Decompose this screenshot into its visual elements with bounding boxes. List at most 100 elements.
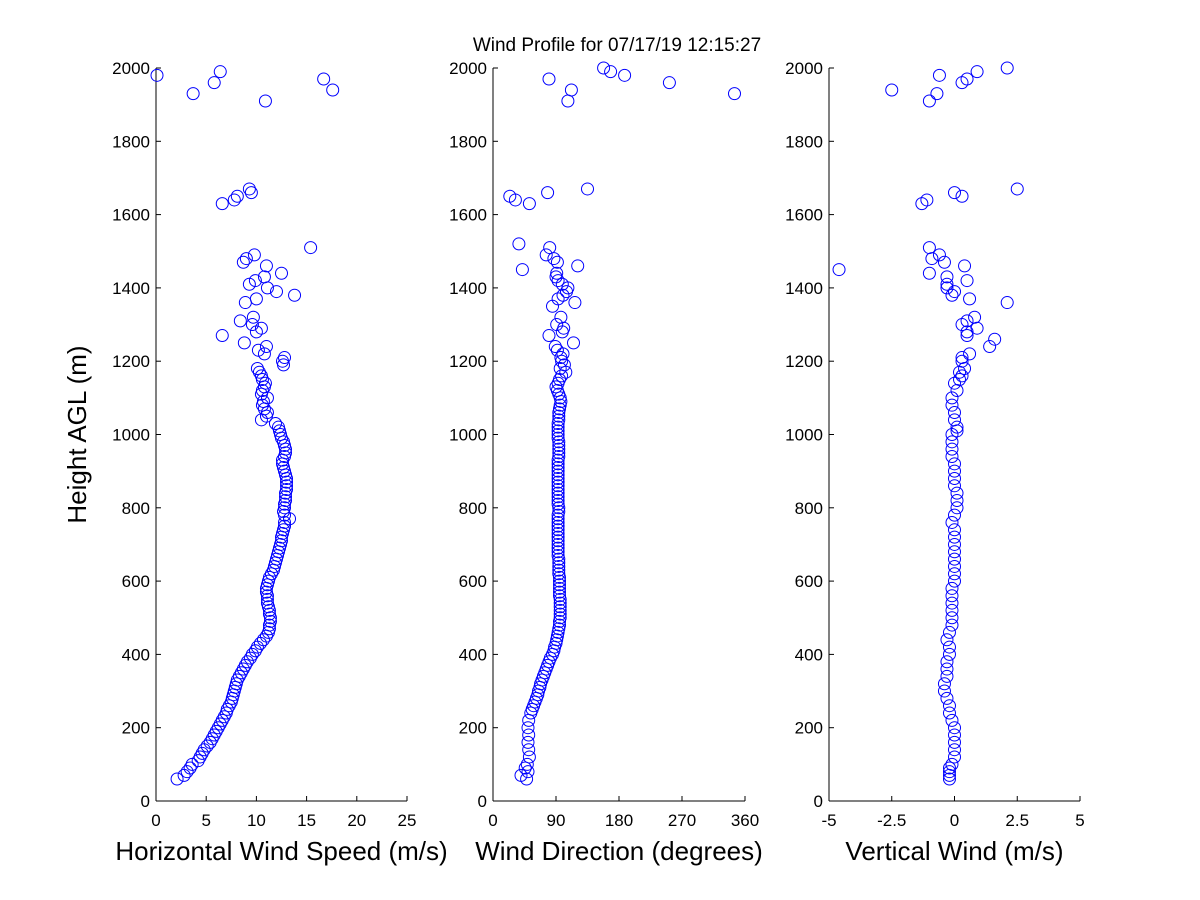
data-point	[551, 526, 565, 540]
data-point	[1010, 182, 1024, 196]
data-point	[213, 65, 227, 79]
data-point	[551, 530, 565, 544]
data-point	[280, 479, 294, 493]
data-point	[186, 87, 200, 101]
data-point	[263, 614, 277, 628]
data-point	[245, 647, 259, 661]
data-point	[279, 493, 293, 507]
data-point	[197, 743, 211, 757]
data-point	[551, 468, 565, 482]
data-point	[945, 515, 959, 529]
data-point	[552, 567, 566, 581]
data-point	[553, 607, 567, 621]
figure-title: Wind Profile for 07/17/19 12:15:27	[473, 35, 761, 56]
x-tick-label: 5	[201, 811, 210, 830]
data-point	[551, 548, 565, 562]
data-point	[945, 603, 959, 617]
data-point	[262, 622, 276, 636]
y-tick-label: 1200	[785, 352, 823, 371]
data-point	[521, 721, 535, 735]
data-point	[243, 651, 257, 665]
data-point	[250, 362, 264, 376]
x-tick-label: 0	[151, 811, 160, 830]
data-point	[215, 713, 229, 727]
data-points	[503, 61, 741, 786]
data-point	[940, 691, 954, 705]
data-point	[960, 329, 974, 343]
data-point	[948, 743, 961, 757]
data-point	[548, 340, 562, 354]
data-point	[209, 724, 223, 738]
data-point	[522, 197, 536, 211]
data-point	[988, 332, 1002, 346]
data-point	[259, 585, 273, 599]
y-tick-label: 1600	[785, 206, 823, 225]
data-point	[552, 449, 566, 463]
data-point	[258, 376, 272, 390]
x-axis-label: Horizontal Wind Speed (m/s)	[115, 836, 447, 866]
x-tick-label: 5	[1075, 811, 1084, 830]
data-point	[953, 373, 967, 387]
data-point	[191, 754, 205, 768]
data-point	[960, 274, 974, 288]
data-point	[963, 292, 977, 306]
data-point	[547, 252, 561, 266]
data-point	[317, 72, 331, 86]
data-point	[259, 340, 273, 354]
data-point	[551, 475, 565, 489]
x-axis-label: Vertical Wind (m/s)	[845, 836, 1063, 866]
data-point	[278, 501, 292, 515]
data-point	[236, 255, 250, 269]
data-point	[948, 537, 961, 551]
y-tick-label: 1400	[449, 279, 487, 298]
data-point	[551, 274, 565, 288]
data-point	[288, 288, 302, 302]
data-point	[945, 391, 959, 405]
data-point	[945, 611, 959, 625]
data-point	[177, 768, 191, 782]
data-point	[275, 266, 288, 280]
data-point	[553, 596, 567, 610]
data-point	[269, 285, 283, 299]
data-point	[557, 358, 571, 372]
data-point	[280, 475, 294, 489]
data-point	[942, 625, 956, 639]
data-point	[551, 519, 565, 533]
data-point	[662, 76, 676, 90]
data-point	[551, 486, 565, 500]
data-point	[945, 618, 959, 632]
data-point	[248, 644, 262, 658]
data-point	[948, 567, 961, 581]
data-point	[940, 270, 954, 284]
data-point	[239, 252, 253, 266]
chart-panel-vertical: 0 200 400 600 800 1000 1200 1400 1600 1800 2000 -5 -…	[785, 59, 1085, 866]
data-point	[550, 318, 564, 332]
data-point	[217, 710, 231, 724]
chart-panel-speed: 0 200 400 600 800 1000 1200 1400 1600 1800 2000 0 5 1…	[62, 59, 448, 866]
data-point	[514, 768, 528, 782]
data-point	[551, 493, 565, 507]
data-point	[503, 189, 517, 203]
data-point	[1000, 61, 1014, 75]
data-point	[551, 428, 565, 441]
y-tick-label: 1200	[112, 352, 150, 371]
data-point	[963, 347, 977, 361]
data-point	[518, 761, 532, 775]
data-point	[551, 420, 565, 434]
data-point	[557, 321, 571, 335]
data-point	[183, 761, 197, 775]
data-point	[932, 248, 946, 262]
data-point	[515, 263, 529, 277]
y-tick-label: 800	[122, 499, 150, 518]
y-tick-label: 1800	[785, 132, 823, 151]
y-tick-label: 1000	[112, 426, 150, 445]
data-point	[213, 717, 227, 731]
data-point	[564, 83, 578, 97]
data-point	[551, 541, 565, 555]
data-point	[262, 570, 276, 584]
data-point	[945, 589, 959, 603]
data-point	[728, 87, 741, 101]
data-point	[571, 259, 585, 273]
data-point	[945, 398, 959, 412]
data-point	[970, 321, 984, 335]
